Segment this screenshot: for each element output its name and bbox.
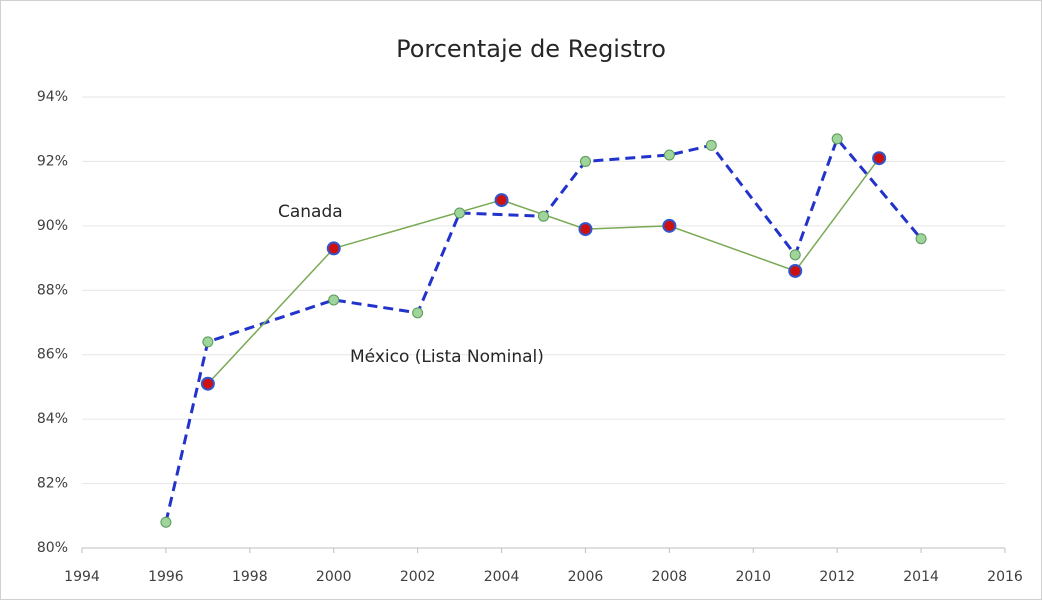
x-tick-label: 2012	[819, 569, 855, 585]
point	[705, 139, 717, 151]
point	[202, 336, 214, 348]
x-tick-label: 2008	[652, 569, 688, 585]
point	[412, 307, 424, 319]
point	[538, 210, 549, 222]
y-tick-label: 88%	[37, 282, 68, 298]
point	[789, 249, 801, 261]
annotation: México (Lista Nominal)	[350, 347, 544, 367]
annotation: Canada	[278, 202, 343, 222]
y-tick-label: 86%	[37, 347, 68, 363]
x-tick-label: 2000	[316, 569, 352, 585]
point	[788, 263, 803, 278]
x-tick-label: 2006	[568, 569, 604, 585]
y-tick-label: 94%	[37, 89, 68, 105]
point	[578, 222, 593, 237]
x-tick-label: 2016	[987, 569, 1023, 585]
point	[454, 207, 466, 219]
x-tick-label: 1998	[232, 569, 268, 585]
point	[872, 151, 887, 166]
x-tick-label: 2014	[903, 569, 939, 585]
point	[663, 149, 675, 161]
chart-title: Porcentaje de Registro	[396, 35, 666, 63]
series-line	[164, 135, 923, 523]
point	[831, 133, 843, 145]
x-tick-label: 2002	[400, 569, 436, 585]
point	[494, 193, 509, 208]
point	[160, 516, 172, 528]
y-tick-label: 90%	[37, 218, 68, 234]
y-tick-label: 82%	[37, 476, 68, 492]
point	[326, 241, 341, 256]
y-tick-label: 80%	[37, 540, 68, 556]
point	[328, 294, 340, 306]
x-tick-label: 2004	[484, 569, 520, 585]
point	[915, 233, 927, 245]
point	[579, 155, 591, 167]
x-tick-label: 2010	[735, 569, 771, 585]
y-tick-label: 84%	[37, 411, 68, 427]
point	[662, 218, 677, 233]
y-tick-label: 92%	[37, 153, 68, 169]
x-tick-label: 1996	[148, 569, 184, 585]
x-tick-label: 1994	[64, 569, 100, 585]
point	[200, 376, 215, 391]
